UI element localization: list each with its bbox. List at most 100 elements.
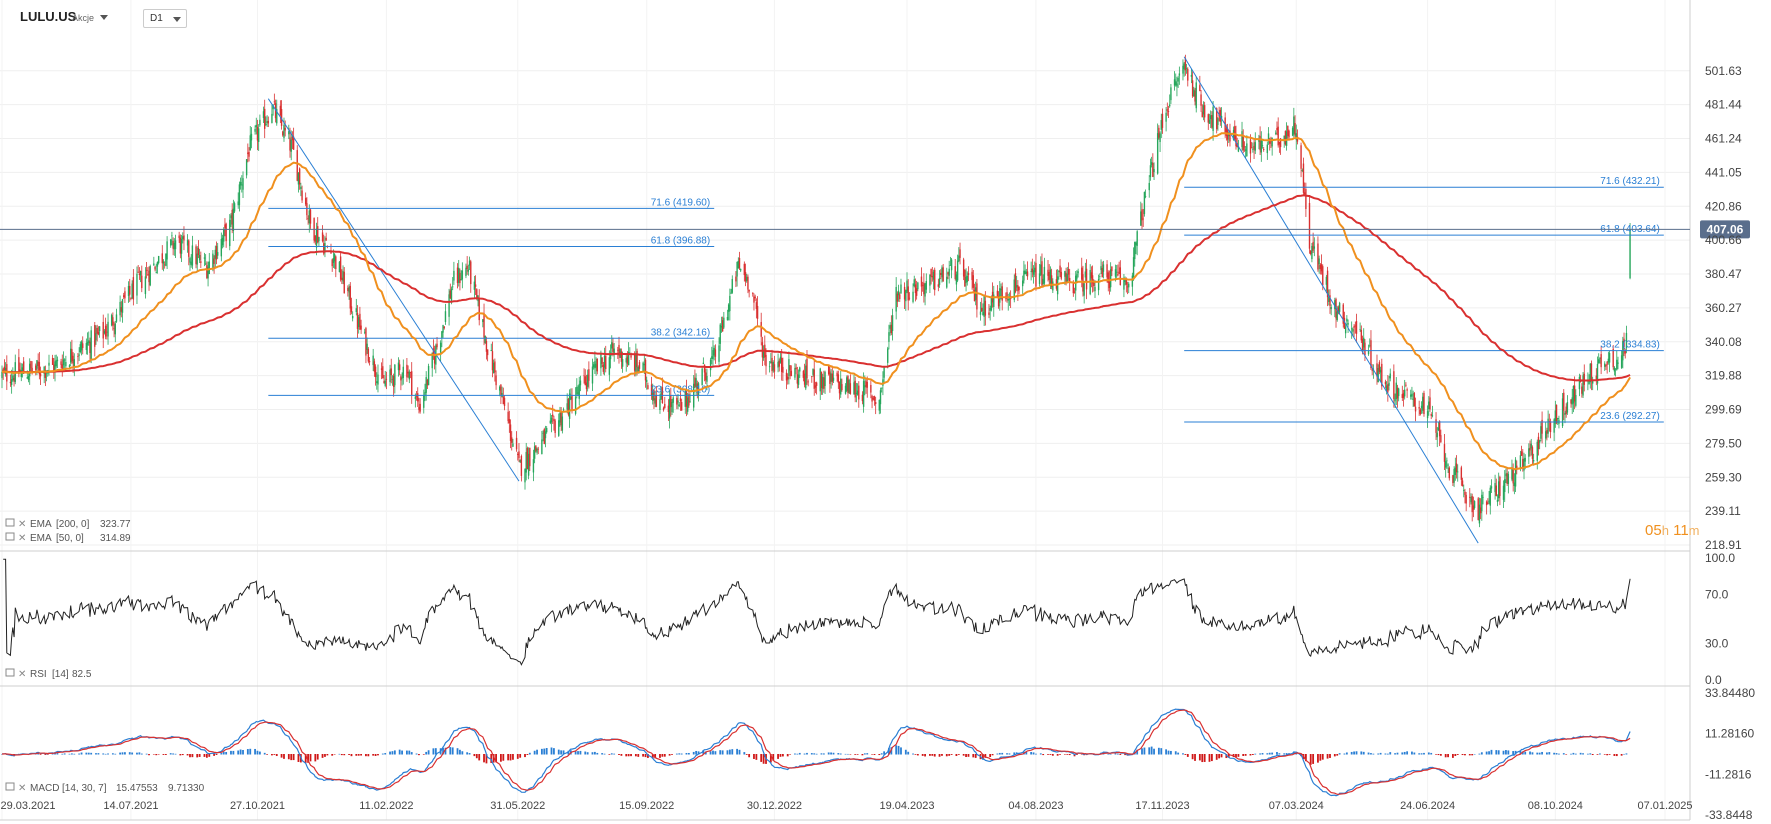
macd-histogram-bar: [719, 750, 722, 755]
macd-histogram-bar: [1006, 753, 1008, 755]
macd-histogram-bar: [124, 752, 126, 755]
fibonacci-levels[interactable]: 71.6 (419.60) 61.8 (396.88) 38.2 (342.16) 2…: [268, 176, 1664, 423]
macd-histogram-bar: [502, 754, 505, 761]
close-icon[interactable]: ✕: [18, 533, 26, 544]
macd-histogram-bar: [931, 754, 934, 756]
macd-histogram-bar: [982, 754, 984, 759]
symbol-label[interactable]: LULU.US: [20, 9, 77, 24]
macd-legend[interactable]: ✕ MACD [14, 30, 7] 15.47553 9.71330: [5, 782, 205, 794]
candle-body: [65, 361, 67, 367]
macd-histogram-bar: [1418, 753, 1421, 755]
candle-body: [1285, 131, 1288, 146]
candle-body: [908, 297, 911, 299]
settings-icon[interactable]: [5, 518, 15, 527]
candle-body: [871, 395, 873, 402]
candle-body: [407, 371, 409, 374]
candle-body: [1232, 129, 1235, 140]
candle-body: [753, 296, 755, 303]
candle-body: [668, 398, 671, 419]
candle-body: [1144, 196, 1147, 198]
price-axis[interactable]: 501.63 481.44 461.24 441.05 420.86 400.66 380.…: [1705, 64, 1742, 552]
macd-histogram-bar: [1377, 753, 1380, 755]
macd-tick-label: -33.8448: [1705, 808, 1753, 822]
price-tick-label: 319.88: [1705, 369, 1742, 383]
candle-body: [773, 364, 776, 372]
macd-histogram-bar: [307, 754, 309, 763]
candle-body: [1387, 384, 1389, 393]
candle-body: [509, 424, 512, 441]
candle-body: [486, 349, 489, 356]
candle-body: [881, 387, 883, 389]
candle-body: [1361, 338, 1364, 352]
candle-body: [705, 372, 707, 381]
candle-body: [1370, 340, 1372, 369]
macd-histogram-bar: [540, 748, 543, 755]
candle-body: [197, 247, 200, 255]
settings-icon[interactable]: [5, 782, 15, 791]
candle-body: [1547, 418, 1549, 434]
candle-body: [389, 369, 391, 383]
rsi-tick-label: 100.0: [1705, 551, 1735, 565]
candle-body: [1549, 421, 1552, 433]
macd-histogram-bar: [938, 754, 941, 757]
price-tick-label: 481.44: [1705, 98, 1742, 112]
candle-body: [941, 267, 943, 278]
ema200-legend[interactable]: ✕ EMA [200, 0] 323.77: [5, 518, 131, 530]
macd-histogram-bar: [68, 753, 71, 755]
candle-body: [903, 286, 906, 300]
candle-body: [685, 389, 688, 407]
ema50-legend[interactable]: ✕ EMA [50, 0] 314.89: [5, 532, 131, 544]
candle-body: [1035, 262, 1037, 287]
candle-body: [266, 121, 268, 123]
macd-histogram-bar: [273, 754, 276, 755]
macd-histogram-bar: [1572, 752, 1575, 755]
macd-histogram-bar: [220, 753, 223, 755]
rsi-legend[interactable]: ✕ RSI [14] 82.5: [5, 668, 92, 680]
candle-body: [731, 278, 733, 293]
candle-body: [815, 382, 818, 386]
macd-histogram-bar: [854, 754, 857, 755]
macd-histogram-bar: [292, 754, 295, 761]
time-tick-label: 07.03.2024: [1269, 800, 1324, 812]
macd-histogram-bar: [591, 752, 594, 755]
candle-body: [206, 265, 208, 279]
candle-body: [670, 395, 672, 408]
macd-histogram-bar: [579, 750, 582, 755]
macd-histogram-bar: [671, 754, 673, 755]
candle-body: [906, 280, 908, 292]
timeframe-select[interactable]: D1: [143, 9, 187, 28]
candle-body: [238, 184, 241, 206]
macd-histogram-bar: [1546, 752, 1548, 755]
candle-body: [856, 390, 859, 395]
ema200-legend-name: EMA: [30, 519, 52, 530]
candle-body: [1300, 145, 1302, 169]
candle-body: [441, 331, 443, 338]
candle-body: [82, 343, 84, 348]
macd-histogram-bar: [1321, 754, 1324, 760]
candle-body: [803, 373, 806, 385]
candle-body: [1367, 350, 1370, 355]
macd-histogram-bar: [642, 754, 644, 757]
candle-body: [1591, 380, 1594, 384]
close-icon[interactable]: ✕: [18, 669, 26, 680]
candle-body: [1193, 89, 1195, 97]
macd-histogram-bar: [63, 753, 66, 755]
candle-body: [1142, 218, 1144, 220]
settings-icon[interactable]: [5, 532, 15, 541]
trendlines[interactable]: [267, 56, 1479, 544]
close-icon[interactable]: ✕: [18, 783, 26, 794]
symbol-dropdown-icon[interactable]: [100, 15, 108, 20]
settings-icon[interactable]: [5, 668, 15, 677]
macd-histogram-bar: [196, 754, 199, 758]
candle-body: [1277, 126, 1279, 146]
close-icon[interactable]: ✕: [18, 519, 26, 530]
candle-body: [1570, 399, 1572, 404]
candle-body: [297, 173, 300, 185]
candle-body: [737, 260, 739, 269]
macd-histogram-bar: [232, 750, 235, 755]
time-axis[interactable]: 29.03.2021 14.07.2021 27.10.2021 11.02.2022…: [0, 800, 1692, 812]
candle-body: [1507, 473, 1510, 484]
trendline: [1183, 56, 1479, 544]
candle-body: [262, 111, 265, 118]
